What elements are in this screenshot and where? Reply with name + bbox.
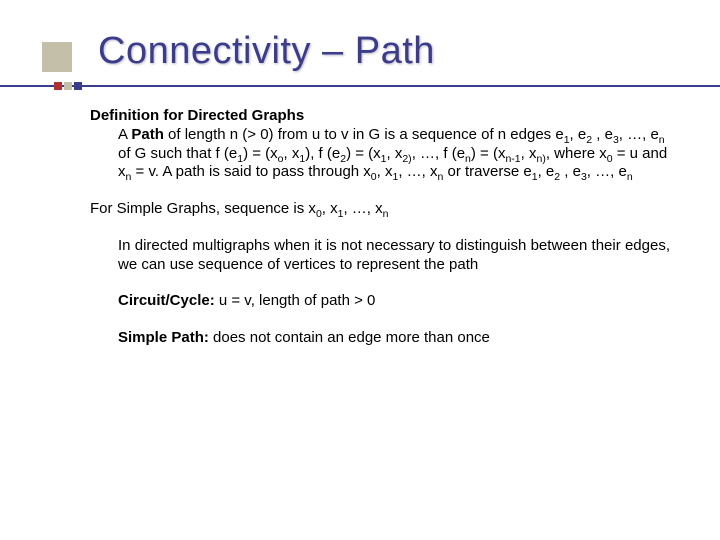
multigraph-note: In directed multigraphs when it is not n… xyxy=(118,237,670,275)
definition-body: A Path of length n (> 0) from u to v in … xyxy=(118,126,670,182)
rule-line xyxy=(0,85,720,87)
simple-path-label: Simple Path: xyxy=(118,329,209,346)
circuit-line: Circuit/Cycle: u = v, length of path > 0 xyxy=(118,292,670,311)
corner-decorator xyxy=(42,42,72,72)
slide: Connectivity – Path Definition for Direc… xyxy=(0,0,720,540)
definition-heading: Definition for Directed Graphs xyxy=(90,107,670,126)
title-wrap: Connectivity – Path xyxy=(90,30,670,73)
title-rule xyxy=(0,79,720,93)
rule-accent-beige xyxy=(64,82,72,90)
circuit-label: Circuit/Cycle: xyxy=(118,292,215,309)
slide-title: Connectivity – Path xyxy=(98,30,670,73)
rule-accent-blue xyxy=(74,82,82,90)
simple-graphs-line: For Simple Graphs, sequence is x0, x1, …… xyxy=(90,200,670,219)
rule-accent-red xyxy=(54,82,62,90)
simple-path-line: Simple Path: does not contain an edge mo… xyxy=(118,329,670,348)
simple-path-text: does not contain an edge more than once xyxy=(209,329,490,346)
definition-block: Definition for Directed Graphs A Path of… xyxy=(90,107,670,182)
circuit-text: u = v, length of path > 0 xyxy=(215,292,376,309)
slide-content: Definition for Directed Graphs A Path of… xyxy=(90,107,670,348)
